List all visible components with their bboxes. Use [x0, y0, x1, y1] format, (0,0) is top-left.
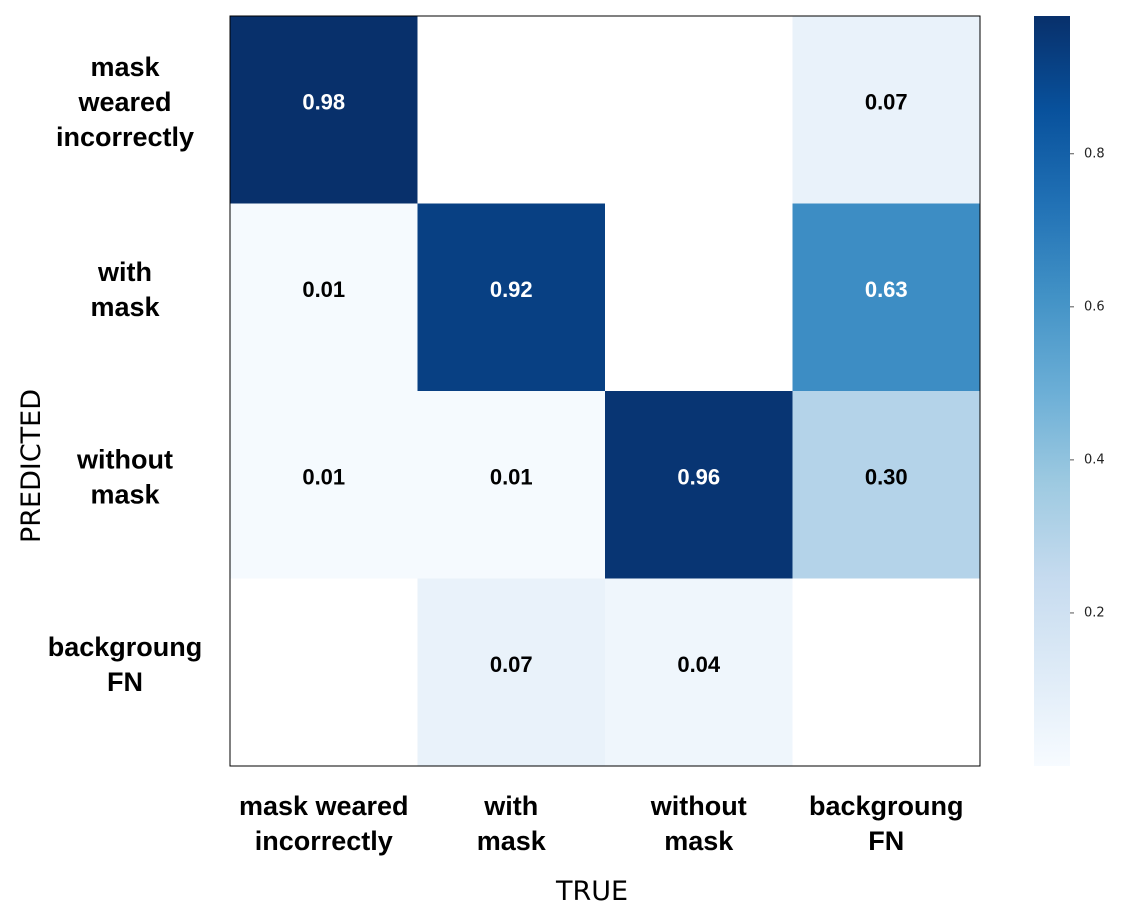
heatmap-value-label: 0.96 [677, 464, 720, 489]
colorbar-gradient [1034, 16, 1070, 766]
heatmap-cell [230, 203, 418, 392]
heatmap-value-label: 0.04 [677, 652, 721, 677]
x-tick-label: backgroung FN [809, 791, 964, 856]
colorbar-ticks: 0.2 0.4 0.6 0.8 [1070, 146, 1105, 620]
heatmap-value-label: 0.01 [302, 277, 345, 302]
x-tick-label: without mask [650, 791, 747, 856]
y-axis-tick-labels: mask weared incorrectly with mask without mask… [48, 52, 203, 697]
heatmap-value-label: 0.01 [302, 464, 345, 489]
colorbar-tick-label: 0.8 [1084, 146, 1105, 161]
heatmap-cell [792, 203, 981, 392]
heatmap-cell [417, 578, 606, 767]
heatmap-value-label: 0.07 [490, 652, 533, 677]
x-axis-tick-labels: mask weared incorrectly with mask without mas… [239, 791, 964, 856]
heatmap-cell [792, 578, 981, 767]
heatmap-cell [230, 391, 418, 579]
y-tick-label: backgroung FN [48, 632, 203, 697]
heatmap-value-label: 0.92 [490, 277, 533, 302]
heatmap-value-label: 0.98 [302, 89, 345, 114]
heatmap-cell [605, 203, 793, 392]
heatmap-cell [230, 16, 418, 204]
x-tick-label: with mask [477, 791, 547, 856]
heatmap-value-label: 0.07 [865, 89, 908, 114]
x-tick-label: mask weared incorrectly [239, 791, 409, 856]
heatmap-value-label: 0.63 [865, 277, 908, 302]
colorbar-tick-label: 0.6 [1084, 299, 1105, 314]
heatmap-cell [605, 391, 793, 579]
heatmap-frame [229, 15, 981, 767]
y-tick-label: with mask [90, 257, 160, 322]
heatmap-value-label: 0.01 [490, 464, 533, 489]
heatmap-value-label: 0.30 [865, 464, 908, 489]
x-axis-title: TRUE [555, 876, 628, 907]
heatmap-cells: 0.98 0.07 0.01 0.92 0.63 0.01 0.01 0.96 0.30 0.07… [230, 16, 981, 767]
colorbar: 0.2 0.4 0.6 0.8 [1034, 16, 1105, 766]
y-tick-label: without mask [76, 444, 173, 509]
heatmap-cell [792, 391, 981, 579]
y-tick-label: mask weared incorrectly [56, 52, 194, 152]
colorbar-tick-label: 0.2 [1084, 605, 1105, 620]
heatmap-cell [230, 578, 418, 767]
y-axis-title: PREDICTED [16, 389, 47, 543]
heatmap-cell [605, 16, 793, 204]
heatmap-cell [792, 16, 981, 204]
heatmap-cell [417, 16, 606, 204]
colorbar-tick-label: 0.4 [1084, 452, 1105, 467]
heatmap-cell [417, 203, 606, 392]
heatmap-cell [605, 578, 793, 767]
heatmap-cell [417, 391, 606, 579]
